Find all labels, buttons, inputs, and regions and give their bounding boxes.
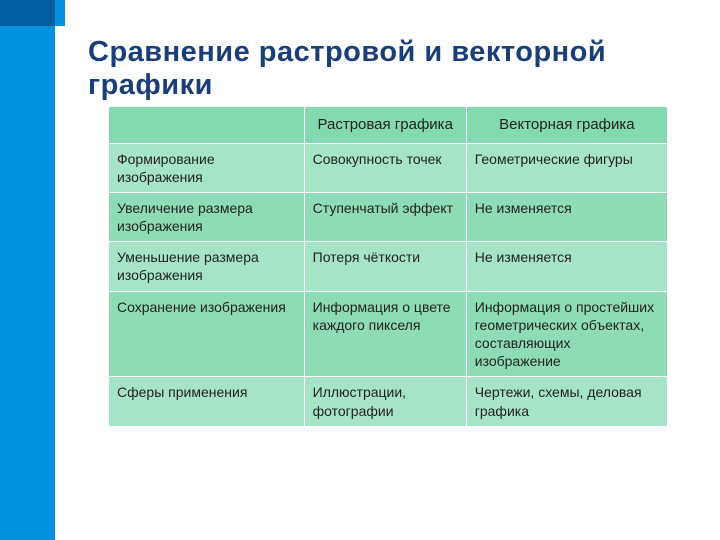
content-area: Сравнение растровой и векторной графики [88,36,688,103]
table-header-blank [109,107,305,144]
table-row: Уменьшение размера изображенияПотеря чёт… [109,242,668,291]
cell-raster: Совокупность точек [304,143,466,192]
top-bar-right [65,0,720,26]
comparison-table: Растровая графика Векторная графика Форм… [108,106,668,427]
cell-raster: Потеря чёткости [304,242,466,291]
cell-vector: Информация о простейших геометрических о… [466,291,667,377]
table-row: Сохранение изображенияИнформация о цвете… [109,291,668,377]
page-title: Сравнение растровой и векторной графики [88,36,688,103]
cell-vector: Чертежи, схемы, деловая графика [466,377,667,426]
cell-vector: Не изменяется [466,192,667,241]
table-header-row: Растровая графика Векторная графика [109,107,668,144]
top-bar-left [0,0,55,26]
top-bar [0,0,720,26]
row-label: Увеличение размера изображения [109,192,305,241]
cell-raster: Ступенчатый эффект [304,192,466,241]
row-label: Сохранение изображения [109,291,305,377]
table-row: Формирование изображенияСовокупность точ… [109,143,668,192]
cell-raster: Информация о цвете каждого пикселя [304,291,466,377]
cell-vector: Не изменяется [466,242,667,291]
table-header-raster: Растровая графика [304,107,466,144]
row-label: Формирование изображения [109,143,305,192]
cell-raster: Иллюстрации, фотографии [304,377,466,426]
cell-vector: Геометрические фигуры [466,143,667,192]
top-bar-mid [55,0,65,26]
row-label: Сферы применения [109,377,305,426]
table-row: Сферы примененияИллюстрации, фотографииЧ… [109,377,668,426]
side-bar [0,26,55,540]
row-label: Уменьшение размера изображения [109,242,305,291]
table-row: Увеличение размера изображенияСтупенчаты… [109,192,668,241]
comparison-table-wrap: Растровая графика Векторная графика Форм… [108,106,668,427]
table-header-vector: Векторная графика [466,107,667,144]
side-thin [55,26,65,540]
